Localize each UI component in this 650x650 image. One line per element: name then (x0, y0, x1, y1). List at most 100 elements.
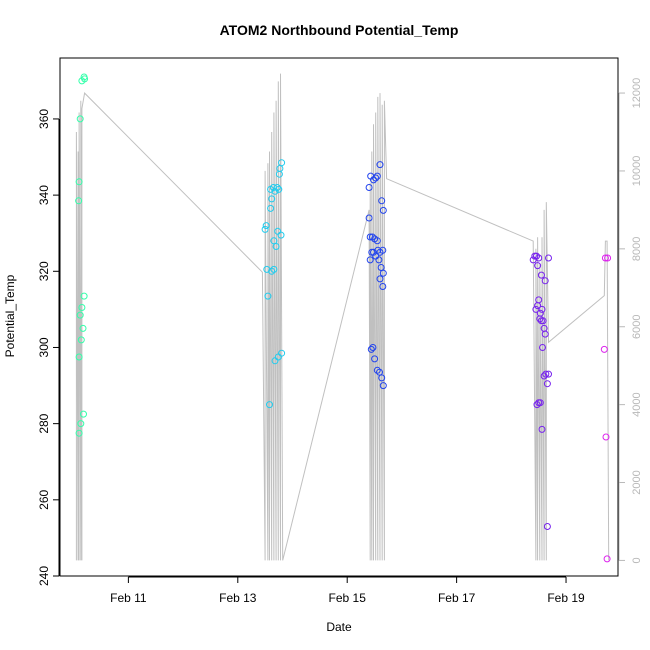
data-point (541, 277, 549, 285)
data-point (75, 353, 83, 361)
data-point (77, 336, 85, 344)
data-point (262, 222, 270, 230)
x-axis-label: Date (326, 620, 352, 634)
depth-track-layer (75, 73, 610, 561)
series-3 (365, 161, 387, 390)
data-point (365, 214, 373, 222)
secondary-y-axis: 0 2000 4000 6000 8000 10000 12000 (618, 78, 643, 563)
data-point (538, 425, 546, 433)
data-point (376, 275, 384, 283)
data-point (268, 195, 276, 203)
data-point (379, 246, 387, 254)
data-point (278, 349, 286, 357)
y2-tick-label: 0 (631, 557, 643, 563)
data-point (267, 204, 275, 212)
data-point (535, 296, 543, 304)
y2-tick-label: 12000 (631, 78, 643, 109)
x-tick-label: Feb 17 (438, 591, 476, 605)
data-point (536, 399, 544, 407)
data-point (79, 324, 87, 332)
data-point (378, 374, 386, 382)
data-point (604, 254, 612, 262)
data-point (76, 115, 84, 123)
data-point (77, 420, 85, 428)
data-point (375, 256, 383, 264)
data-point (271, 187, 279, 195)
data-point (601, 254, 609, 262)
data-point (379, 269, 387, 277)
y-tick-label: 300 (37, 337, 51, 357)
data-point (80, 410, 87, 418)
data-point (373, 366, 381, 374)
data-point (81, 75, 89, 83)
data-point (78, 304, 86, 311)
data-point (374, 246, 382, 254)
x-tick-label: Feb 11 (110, 591, 147, 605)
data-point (80, 292, 88, 300)
data-point (535, 254, 543, 262)
data-point (545, 370, 552, 378)
data-point (75, 197, 83, 205)
chart-title: ATOM2 Northbound Potential_Temp (220, 22, 459, 38)
y2-tick-label: 10000 (631, 156, 643, 187)
data-point (539, 344, 546, 351)
x-tick-label: Feb 15 (329, 591, 367, 605)
data-point (373, 237, 381, 245)
y-axis: 240 260 280 300 320 340 360 (37, 109, 60, 586)
data-point (270, 265, 278, 273)
y-tick-label: 360 (37, 109, 51, 129)
data-point (379, 382, 387, 390)
data-point (543, 523, 551, 530)
data-point (75, 429, 83, 437)
data-point (534, 262, 542, 270)
data-point (275, 170, 283, 178)
data-point (539, 317, 547, 325)
data-point (533, 252, 540, 260)
y-axis-label: Potential_Temp (3, 274, 17, 357)
x-axis: Feb 11 Feb 13 Feb 15 Feb 17 Feb 19 (110, 576, 585, 605)
data-point (371, 355, 379, 363)
data-point (268, 267, 276, 275)
data-point (603, 555, 611, 563)
data-point (365, 184, 373, 191)
data-point (372, 174, 380, 182)
data-point (543, 380, 551, 388)
data-point (373, 172, 381, 180)
data-point (376, 161, 384, 169)
y2-tick-label: 2000 (631, 470, 643, 494)
data-point (378, 197, 386, 205)
data-point (261, 225, 269, 233)
data-point (272, 243, 280, 250)
points-layer (75, 73, 612, 563)
data-point (277, 231, 285, 239)
data-point (266, 401, 273, 409)
data-point (369, 344, 377, 351)
data-point (602, 433, 610, 441)
data-point (366, 256, 374, 264)
data-point (379, 206, 387, 214)
series-1 (75, 73, 89, 437)
data-point (540, 372, 548, 380)
plot-frame (59, 57, 619, 577)
data-point (542, 370, 550, 378)
data-point (278, 159, 286, 167)
x-tick-label: Feb 19 (547, 591, 585, 605)
data-point (541, 330, 549, 338)
data-point (75, 178, 83, 186)
y-tick-label: 260 (37, 489, 51, 509)
data-point (366, 233, 374, 241)
data-point (76, 311, 84, 319)
data-point (537, 271, 545, 279)
y-tick-label: 280 (37, 413, 51, 433)
data-point (370, 176, 377, 184)
y2-tick-label: 4000 (631, 392, 643, 416)
data-point (538, 305, 546, 313)
y-tick-label: 340 (37, 185, 51, 205)
data-point (379, 283, 387, 290)
data-point (264, 292, 272, 300)
y2-tick-label: 6000 (631, 314, 643, 338)
data-point (545, 254, 552, 262)
data-point (275, 185, 283, 193)
y2-tick-label: 8000 (631, 237, 643, 261)
